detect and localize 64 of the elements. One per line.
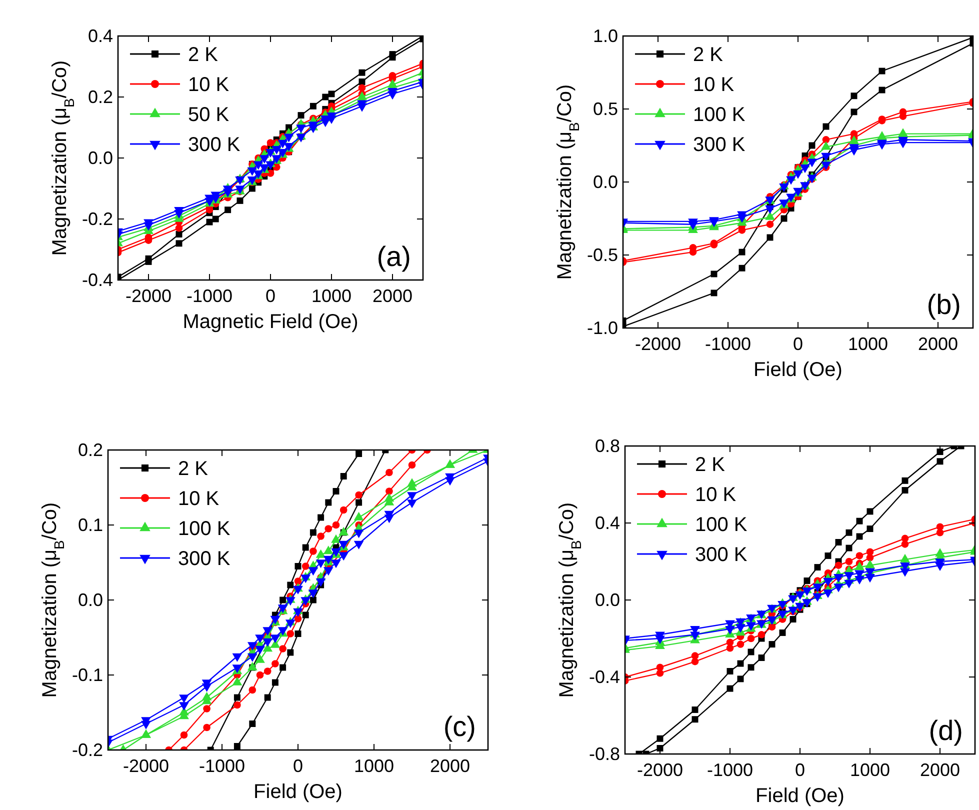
annotation: (c) [443,711,476,742]
y-tick-label: -0.2 [82,209,113,229]
x-tick-label: -1000 [186,286,233,306]
x-tick-label: 0 [265,286,276,306]
legend-label: 2 K [188,44,219,66]
y-tick-label: 0.2 [88,87,113,107]
y-tick-label: -0.2 [72,740,103,760]
x-tick-label: -2000 [122,756,170,776]
legend-label: 2 K [693,44,724,66]
x-tick-label: -2000 [636,760,684,780]
legend-label: 10 K [693,74,735,96]
x-tick-label: 0 [794,760,806,780]
x-tick-label: 2000 [430,756,470,776]
x-tick-label: -1000 [704,334,752,354]
x-tick-label: 2000 [920,760,960,780]
legend-label: 300 K [693,134,746,156]
legend-label: 10 K [178,488,220,510]
x-tick-label: -2000 [125,286,172,306]
y-tick-label: 0.1 [78,515,103,535]
annotation: (a) [376,241,411,272]
x-tick-label: 1000 [354,756,394,776]
legend-label: 10 K [188,74,230,96]
y-tick-label: 0.0 [78,590,103,610]
annotation: (d) [928,715,963,746]
x-tick-label: 1000 [848,334,888,354]
y-tick-label: 0.0 [594,590,620,610]
y-tick-label: 0.0 [88,148,113,168]
x-tick-label: 1000 [311,286,352,306]
y-tick-label: -0.5 [586,245,618,265]
legend-label: 2 K [178,458,209,480]
y-tick-label: -0.4 [588,667,620,687]
x-tick-label: -2000 [634,334,682,354]
legend-label: 300 K [188,134,241,156]
legend-label: 10 K [695,484,737,506]
x-axis-title: Field (Oe) [254,781,342,803]
x-axis-title: Magnetic Field (Oe) [182,311,358,333]
legend-label: 300 K [695,544,748,566]
legend-label: 100 K [693,104,746,126]
legend-label: 2 K [695,454,726,476]
y-tick-label: 0.2 [78,440,103,460]
y-tick-label: 1.0 [592,26,618,46]
annotation: (b) [926,289,961,320]
x-tick-label: -1000 [198,756,246,776]
x-axis-title: Field (Oe) [754,359,842,381]
y-tick-label: -0.4 [82,270,113,290]
legend-label: 100 K [178,518,231,540]
x-tick-label: 0 [792,334,804,354]
x-tick-label: 2000 [372,286,413,306]
y-tick-label: -0.8 [588,744,620,764]
x-axis-title: Field (Oe) [756,785,844,807]
y-tick-label: 0.4 [88,26,113,46]
y-tick-label: 0.8 [594,436,620,456]
y-tick-label: 0.5 [592,99,618,119]
legend-label: 100 K [695,514,748,536]
x-tick-label: 2000 [918,334,958,354]
legend-label: 300 K [178,548,231,570]
y-tick-label: 0.4 [594,513,620,533]
y-tick-label: -0.1 [72,665,103,685]
x-tick-label: -1000 [706,760,754,780]
x-tick-label: 0 [292,756,304,776]
x-tick-label: 1000 [850,760,890,780]
y-tick-label: -1.0 [586,318,618,338]
y-tick-label: 0.0 [592,172,618,192]
legend-label: 50 K [188,104,230,126]
